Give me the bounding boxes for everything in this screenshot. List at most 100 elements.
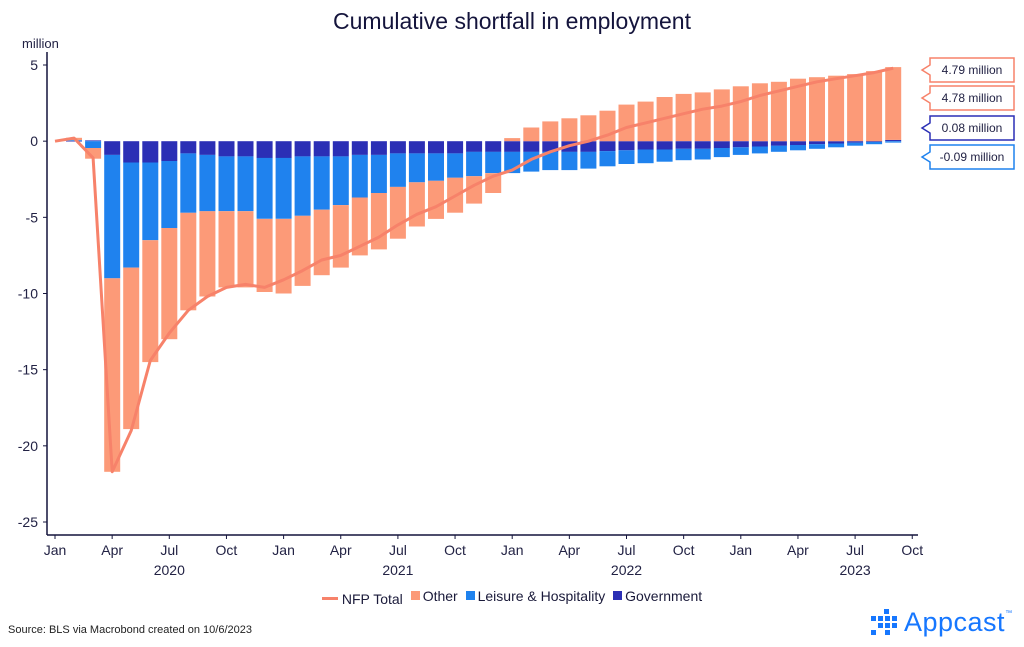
bar-gov-2021-12 <box>485 141 502 152</box>
bar-leisure-2022-03 <box>542 151 559 171</box>
bar-gov-2021-03 <box>313 141 330 157</box>
bar-other-2020-12 <box>256 218 273 292</box>
x-tick-label-jan-0: Jan <box>44 542 67 558</box>
legend-item-government: Government <box>613 588 702 604</box>
bar-other-2020-07 <box>161 228 178 340</box>
bar-leisure-2022-11 <box>694 148 711 160</box>
bar-gov-2023-05 <box>809 141 825 145</box>
x-tick-label-jul-6: Jul <box>160 542 178 558</box>
bar-other-2023-03 <box>770 81 787 142</box>
chart-legend: NFP Total Other Leisure & Hospitality Go… <box>0 587 1024 607</box>
x-tick-label-apr-15: Apr <box>330 542 352 558</box>
bar-gov-2020-09 <box>199 141 216 155</box>
bar-gov-2020-10 <box>218 141 235 157</box>
bar-leisure-2020-03 <box>85 141 102 149</box>
bar-gov-2023-06 <box>828 141 845 144</box>
bar-other-2022-12 <box>713 89 730 142</box>
bar-other-2023-08 <box>866 71 883 142</box>
x-year-label-2021: 2021 <box>382 562 413 578</box>
bar-leisure-2020-09 <box>199 154 216 212</box>
end-label-3-box <box>920 115 1015 141</box>
legend-label-leisure: Leisure & Hospitality <box>477 587 606 604</box>
bar-gov-2021-04 <box>332 141 349 157</box>
bar-leisure-2021-03 <box>313 156 330 210</box>
bar-gov-2021-06 <box>370 141 387 155</box>
source-note: Source: BLS via Macrobond created on 10/… <box>8 624 252 636</box>
bar-other-2021-07 <box>389 186 406 239</box>
bar-leisure-2021-11 <box>466 151 483 177</box>
bar-other-2022-10 <box>675 93 692 142</box>
bar-leisure-2021-08 <box>408 153 425 183</box>
y-tick-label-5: 5 <box>30 57 38 73</box>
bar-gov-2023-01 <box>732 141 749 148</box>
bar-other-2022-02 <box>523 127 540 142</box>
bar-gov-2020-06 <box>142 141 159 163</box>
bar-gov-2022-05 <box>580 141 597 152</box>
bar-leisure-2022-10 <box>675 148 692 161</box>
bar-other-2020-05 <box>123 267 140 430</box>
bar-leisure-2022-07 <box>618 150 635 164</box>
bar-other-2021-09 <box>428 180 444 219</box>
x-tick-label-oct-45: Oct <box>901 542 923 558</box>
legend-label-nfp-total: NFP Total <box>341 590 403 607</box>
bar-gov-2020-02 <box>66 140 82 142</box>
legend-item-leisure: Leisure & Hospitality <box>465 587 606 604</box>
bar-leisure-2022-08 <box>637 149 654 164</box>
x-tick-label-jan-36: Jan <box>730 542 753 558</box>
bar-leisure-2023-03 <box>770 145 787 152</box>
x-year-label-2020: 2020 <box>154 562 185 578</box>
x-tick-label-jul-42: Jul <box>846 542 864 558</box>
bar-leisure-2020-02 <box>66 140 82 141</box>
bar-gov-2023-02 <box>751 141 768 147</box>
bar-leisure-2020-08 <box>180 153 197 213</box>
y-axis-unit-label: million <box>22 36 59 51</box>
y-tick-label-0: 0 <box>30 133 38 149</box>
bar-leisure-2021-06 <box>370 154 387 193</box>
bar-gov-2021-07 <box>389 141 406 154</box>
bar-gov-2020-12 <box>256 141 273 158</box>
legend-swatch-nfp-total <box>321 597 338 600</box>
bar-leisure-2020-07 <box>161 161 178 228</box>
bar-leisure-2021-12 <box>485 151 502 174</box>
legend-item-nfp-total: NFP Total <box>321 590 403 607</box>
bar-other-2023-04 <box>790 78 806 142</box>
bar-gov-2022-07 <box>618 141 635 151</box>
bar-leisure-2023-04 <box>790 145 806 151</box>
bar-gov-2020-07 <box>161 141 178 161</box>
legend-swatch-leisure <box>465 591 475 600</box>
logo-trademark: ™ <box>1005 610 1013 617</box>
bar-other-2023-05 <box>809 77 825 142</box>
x-tick-label-jul-18: Jul <box>389 542 407 558</box>
bar-gov-2022-02 <box>523 141 540 152</box>
bar-gov-2020-11 <box>237 141 254 157</box>
bar-gov-2023-03 <box>770 141 787 146</box>
end-label-2-box <box>920 85 1015 111</box>
bar-gov-2022-12 <box>713 141 730 149</box>
bar-other-2020-06 <box>142 240 159 363</box>
bar-leisure-2021-04 <box>332 156 349 206</box>
bar-leisure-2021-05 <box>351 154 368 198</box>
bar-leisure-2023-01 <box>732 147 749 155</box>
y-tick-label--10: -10 <box>18 286 38 302</box>
bar-leisure-2022-05 <box>580 151 597 169</box>
bar-other-2022-01 <box>504 138 521 142</box>
bar-leisure-2023-09 <box>885 141 902 143</box>
bar-gov-2022-06 <box>599 141 616 152</box>
x-tick-label-jan-12: Jan <box>272 542 295 558</box>
legend-swatch-other <box>410 591 420 600</box>
bar-leisure-2021-09 <box>428 153 444 181</box>
line-nfp-total <box>54 66 894 474</box>
end-label-2-text: 4.78 million <box>942 91 1003 105</box>
bar-other-2020-08 <box>180 212 197 311</box>
bar-gov-2021-10 <box>447 141 464 154</box>
bar-leisure-2020-04 <box>104 154 121 279</box>
bar-gov-2020-05 <box>123 141 140 163</box>
bar-other-2023-09 <box>885 67 902 140</box>
bar-leisure-2022-09 <box>656 149 673 162</box>
y-tick-label--15: -15 <box>18 362 38 378</box>
bar-gov-2022-03 <box>542 141 559 152</box>
bar-gov-2022-01 <box>504 141 521 152</box>
legend-item-other: Other <box>410 588 458 604</box>
bar-gov-2020-04 <box>104 141 121 155</box>
bar-other-2021-03 <box>313 209 330 276</box>
